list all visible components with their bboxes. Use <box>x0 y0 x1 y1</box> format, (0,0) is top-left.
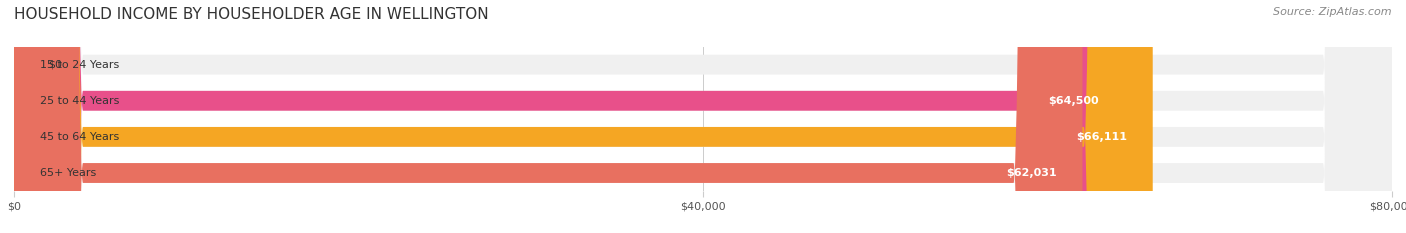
FancyBboxPatch shape <box>14 0 1125 233</box>
Text: $64,500: $64,500 <box>1049 96 1099 106</box>
Text: 25 to 44 Years: 25 to 44 Years <box>39 96 120 106</box>
Text: 15 to 24 Years: 15 to 24 Years <box>39 60 120 70</box>
FancyBboxPatch shape <box>14 0 1392 233</box>
Text: $0: $0 <box>48 60 62 70</box>
FancyBboxPatch shape <box>14 0 1392 233</box>
Text: Source: ZipAtlas.com: Source: ZipAtlas.com <box>1274 7 1392 17</box>
FancyBboxPatch shape <box>14 0 1083 233</box>
FancyBboxPatch shape <box>14 0 1153 233</box>
Text: $62,031: $62,031 <box>1005 168 1057 178</box>
Text: HOUSEHOLD INCOME BY HOUSEHOLDER AGE IN WELLINGTON: HOUSEHOLD INCOME BY HOUSEHOLDER AGE IN W… <box>14 7 489 22</box>
Text: 65+ Years: 65+ Years <box>39 168 96 178</box>
FancyBboxPatch shape <box>14 0 1392 233</box>
FancyBboxPatch shape <box>14 0 1392 233</box>
Text: 45 to 64 Years: 45 to 64 Years <box>39 132 120 142</box>
Text: $66,111: $66,111 <box>1076 132 1126 142</box>
